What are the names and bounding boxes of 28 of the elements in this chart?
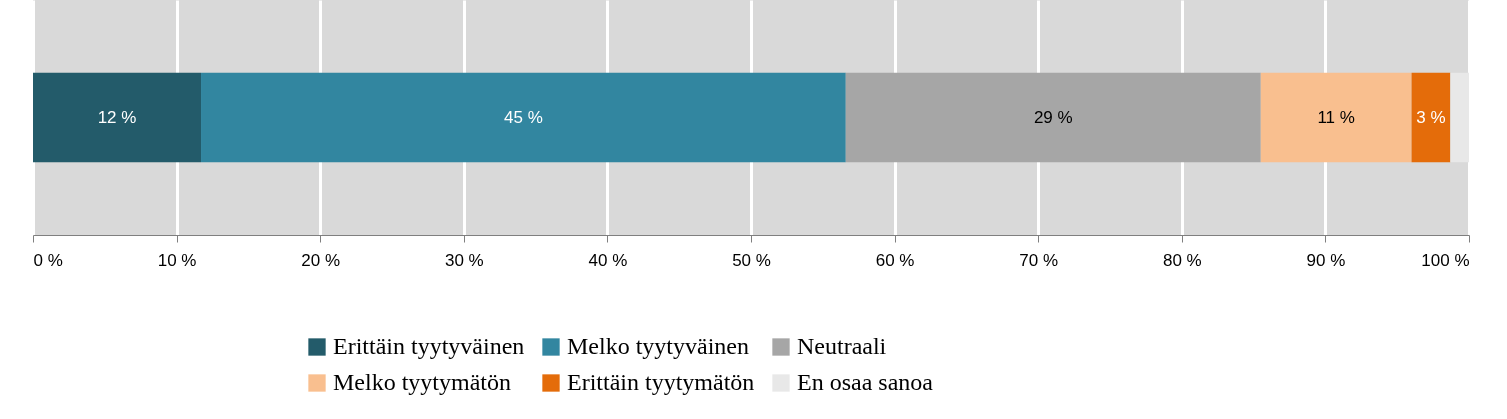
x-tick-label: 70 % <box>1019 250 1059 270</box>
bar <box>201 72 846 163</box>
legend-label: Erittäin tyytymätön <box>567 369 755 395</box>
x-tick-label: 100 % <box>1421 250 1470 270</box>
data-label: 11 % <box>1317 107 1355 127</box>
x-tick-label: 40 % <box>588 250 628 270</box>
legend-label: Erittäin tyytyväinen <box>333 333 525 359</box>
x-tick-label: 20 % <box>301 250 341 270</box>
data-label: 3 % <box>1416 107 1446 127</box>
data-label: 29 % <box>1033 107 1073 127</box>
bar <box>33 72 202 163</box>
x-tick-label: 10 % <box>157 250 197 270</box>
x-tick-label: 60 % <box>875 250 915 270</box>
data-label: 12 % <box>97 107 137 127</box>
legend-label: Neutraali <box>797 333 887 359</box>
bar <box>1260 72 1412 163</box>
x-tick-label: 90 % <box>1306 250 1346 270</box>
bar <box>1450 72 1469 163</box>
legend-label: Melko tyytymätön <box>333 369 511 395</box>
data-label: 45 % <box>504 107 543 127</box>
legend-label: En osaa sanoa <box>797 369 934 395</box>
x-tick-label: 80 % <box>1162 250 1202 270</box>
x-tick-label: 50 % <box>732 250 771 270</box>
x-tick-label: 30 % <box>444 250 484 270</box>
bar <box>845 72 1261 163</box>
x-tick-label: 0 % <box>33 250 63 270</box>
legend-label: Melko tyytyväinen <box>567 333 749 359</box>
bar <box>1411 72 1451 163</box>
